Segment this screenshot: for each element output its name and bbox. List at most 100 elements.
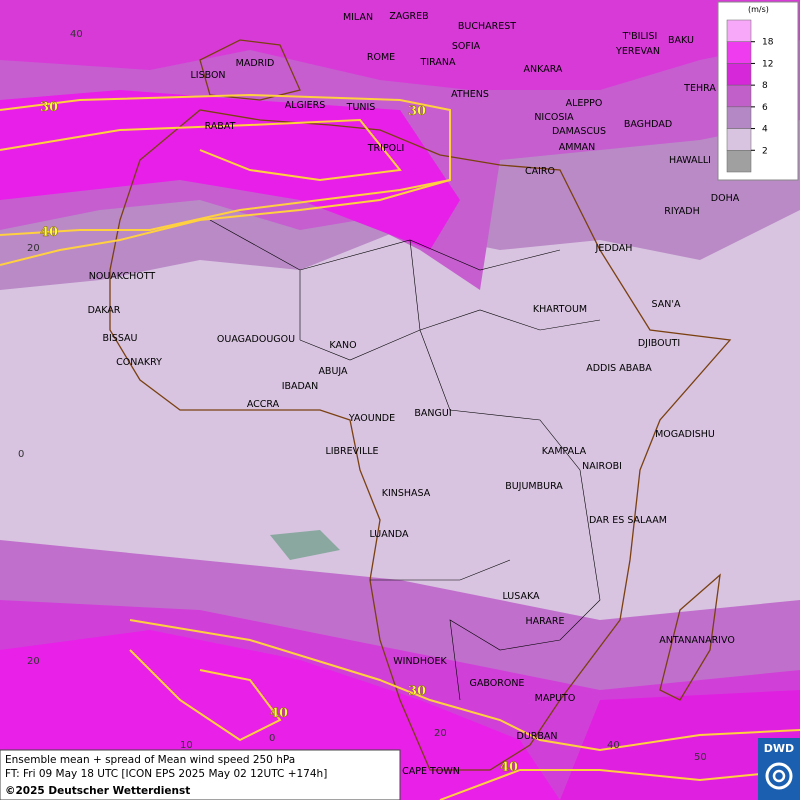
city-label: LUSAKA — [502, 591, 540, 602]
city-label: GABORONE — [470, 678, 525, 689]
legend-swatch — [726, 106, 752, 129]
lon-label: 0 — [269, 733, 275, 744]
graticule-labels: 40 20 0 20 10 0 20 40 50 — [18, 29, 707, 763]
city-label: JEDDAH — [595, 243, 633, 254]
contour-labels: 30 30 40 30 40 40 — [40, 100, 518, 775]
city-label: ALEPPO — [566, 98, 603, 109]
legend-tick-label: 8 — [762, 81, 768, 91]
contour-label: 40 — [40, 225, 58, 240]
lat-label: 0 — [18, 449, 24, 460]
lat-label: 20 — [27, 243, 40, 254]
city-label: SOFIA — [452, 41, 481, 52]
city-label: MAPUTO — [535, 693, 576, 704]
city-labels: MILAN ZAGREB BUCHAREST T'BILISI BAKU MADRID RO… — [88, 11, 740, 777]
city-label: DURBAN — [517, 731, 558, 742]
city-label: RABAT — [205, 121, 236, 132]
logo: DWD — [758, 738, 800, 800]
coastlines — [109, 39, 732, 771]
city-label: KANO — [329, 340, 356, 351]
legend: (m/s) 18 12 8 6 4 2 — [717, 1, 799, 181]
city-label: NAIROBI — [582, 461, 622, 472]
city-label: CAIRO — [525, 166, 555, 177]
city-label: TRIPOLI — [367, 143, 405, 154]
legend-swatch — [726, 19, 752, 42]
city-label: BANGUI — [414, 408, 451, 419]
logo-text: DWD — [764, 742, 794, 755]
borders — [209, 219, 601, 701]
city-label: YAOUNDE — [348, 413, 395, 424]
footer-line: FT: Fri 09 May 18 UTC [ICON EPS 2025 May… — [5, 768, 327, 780]
city-label: TIRANA — [420, 57, 456, 68]
city-label: ALGIERS — [285, 100, 326, 111]
city-label: KINSHASA — [382, 488, 431, 499]
lon-label: 20 — [434, 728, 447, 739]
legend-tick-label: 18 — [762, 38, 774, 48]
legend-swatch — [726, 84, 752, 108]
city-label: BAGHDAD — [624, 119, 672, 130]
city-label: DAMASCUS — [552, 126, 606, 137]
city-label: ATHENS — [451, 89, 489, 100]
city-label: OUAGADOUGOU — [217, 334, 295, 345]
city-label: TEHRA — [683, 83, 716, 94]
footer-line: Ensemble mean + spread of Mean wind spee… — [5, 754, 295, 766]
city-label: DOHA — [711, 193, 740, 204]
city-label: BUCHAREST — [458, 21, 516, 32]
city-label: NOUAKCHOTT — [89, 271, 156, 282]
city-label: CAPE TOWN — [402, 766, 460, 777]
city-label: HAWALLI — [669, 155, 711, 166]
city-label: CONAKRY — [116, 357, 162, 368]
city-label: NICOSIA — [534, 112, 574, 123]
city-label: WINDHOEK — [393, 656, 447, 667]
lat-label: 20 — [27, 656, 40, 667]
city-label: ANTANANARIVO — [659, 635, 735, 646]
contour-label: 40 — [500, 760, 518, 775]
legend-tick-label: 12 — [762, 59, 773, 69]
city-label: HARARE — [526, 616, 565, 627]
legend-swatch — [726, 63, 752, 86]
city-label: ROME — [367, 52, 395, 63]
city-label: KHARTOUM — [533, 304, 587, 315]
city-label: MILAN — [343, 12, 373, 23]
legend-swatch — [726, 41, 752, 64]
city-label: SAN'A — [652, 299, 681, 310]
contour-label: 40 — [270, 706, 288, 721]
legend-unit: (m/s) — [748, 5, 769, 14]
contour-label: 30 — [40, 100, 58, 115]
contour-label: 30 — [408, 684, 426, 699]
city-label: LUANDA — [369, 529, 409, 540]
city-label: BUJUMBURA — [505, 481, 563, 492]
city-label: ABUJA — [318, 366, 348, 377]
legend-swatch — [726, 128, 752, 151]
city-label: LISBON — [190, 70, 225, 81]
city-label: RIYADH — [664, 206, 699, 217]
lon-label: 50 — [694, 752, 707, 763]
city-label: ACCRA — [247, 399, 280, 410]
lon-label: 10 — [180, 740, 193, 751]
footer-line: ©2025 Deutscher Wetterdienst — [5, 785, 190, 797]
legend-tick-label: 6 — [762, 103, 768, 113]
city-label: KAMPALA — [542, 446, 587, 457]
city-label: AMMAN — [559, 142, 596, 153]
city-label: ANKARA — [524, 64, 563, 75]
legend-bars: 18 12 8 6 4 2 — [726, 19, 774, 173]
city-label: MOGADISHU — [655, 429, 715, 440]
city-label: MADRID — [236, 58, 275, 69]
city-label: DJIBOUTI — [638, 338, 680, 349]
lon-label: 40 — [607, 740, 620, 751]
city-label: ZAGREB — [389, 11, 428, 22]
city-label: DAKAR — [88, 305, 121, 316]
contours — [0, 93, 800, 801]
lat-label: 40 — [70, 29, 83, 40]
contour-label: 30 — [408, 104, 426, 119]
city-label: T'BILISI — [622, 31, 658, 42]
legend-swatch — [726, 150, 752, 173]
city-label: DAR ES SALAAM — [589, 515, 667, 526]
city-label: YEREVAN — [615, 46, 660, 57]
city-label: IBADAN — [282, 381, 319, 392]
city-label: BISSAU — [102, 333, 137, 344]
city-label: LIBREVILLE — [325, 446, 378, 457]
footer: Ensemble mean + spread of Mean wind spee… — [0, 749, 401, 801]
city-label: TUNIS — [346, 102, 376, 113]
